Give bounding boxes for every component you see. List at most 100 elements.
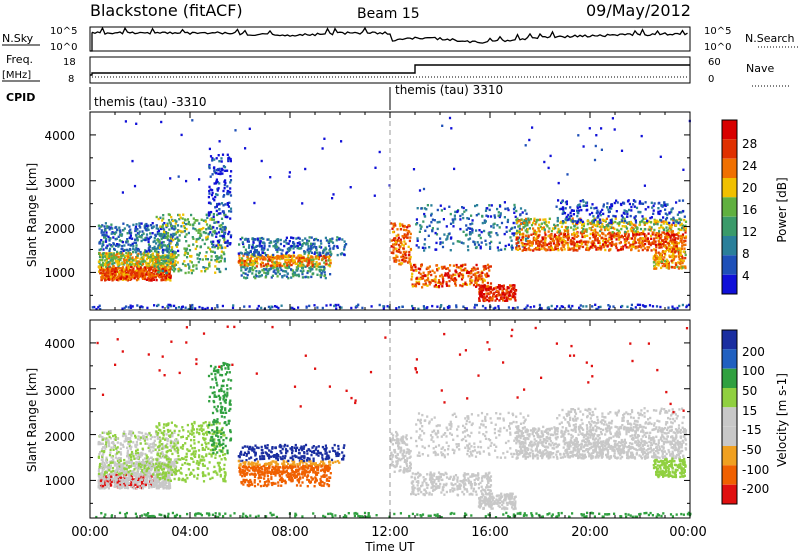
data-cell <box>652 231 654 233</box>
data-cell <box>415 223 417 225</box>
data-cell <box>223 251 225 253</box>
data-cell <box>323 138 325 140</box>
cpid-first: themis (tau) -3310 <box>94 95 207 109</box>
data-cell <box>595 207 597 209</box>
data-cell <box>344 246 346 248</box>
data-cell <box>140 251 142 253</box>
data-cell <box>307 248 309 250</box>
data-cell <box>490 231 492 233</box>
data-cell <box>223 194 225 196</box>
data-cell <box>216 210 218 212</box>
data-cell <box>415 270 417 272</box>
data-cell <box>609 249 611 251</box>
data-cell <box>308 267 310 269</box>
data-cell <box>317 239 319 241</box>
data-cell <box>162 270 164 272</box>
data-cell <box>544 234 546 236</box>
data-cell <box>628 209 630 211</box>
data-cell <box>187 253 189 255</box>
data-cell <box>631 248 633 250</box>
data-cell <box>649 304 651 306</box>
data-cell <box>462 213 464 215</box>
data-cell <box>392 223 394 225</box>
data-cell <box>486 207 488 209</box>
data-cell <box>670 239 672 241</box>
data-cell <box>623 202 625 204</box>
data-cell <box>119 229 121 231</box>
data-cell <box>484 284 486 286</box>
data-cell <box>521 236 523 238</box>
data-cell <box>484 240 486 242</box>
data-cell <box>497 286 499 288</box>
data-cell <box>483 293 485 295</box>
data-cell <box>319 274 321 276</box>
data-cell <box>151 264 153 266</box>
data-cell <box>548 167 550 169</box>
data-cell <box>434 278 436 280</box>
data-cell <box>659 243 661 245</box>
noise-panel <box>90 27 690 51</box>
data-cell <box>653 261 655 263</box>
data-cell <box>169 279 171 281</box>
data-cell <box>669 225 671 227</box>
data-cell <box>452 218 454 220</box>
data-cell <box>222 222 224 224</box>
data-cell <box>608 222 610 224</box>
data-cell <box>564 212 566 214</box>
data-cell <box>312 272 314 274</box>
data-cell <box>438 281 440 283</box>
data-cell <box>161 246 163 248</box>
data-cell <box>157 266 159 268</box>
data-cell <box>685 230 687 232</box>
data-cell <box>158 218 160 220</box>
data-cell <box>439 237 441 239</box>
data-cell <box>454 281 456 283</box>
data-cell <box>203 220 205 222</box>
data-cell <box>148 276 150 278</box>
data-cell <box>293 255 295 257</box>
data-cell <box>185 249 187 251</box>
data-cell <box>222 229 224 231</box>
data-cell <box>292 247 294 249</box>
data-cell <box>219 168 221 170</box>
data-cell <box>121 269 123 271</box>
data-cell <box>299 265 301 267</box>
data-cell <box>440 205 442 207</box>
data-cell <box>244 266 246 268</box>
data-cell <box>627 238 629 240</box>
data-cell <box>162 249 164 251</box>
data-cell <box>677 214 679 216</box>
data-cell <box>110 276 112 278</box>
data-cell <box>660 219 662 221</box>
data-cell <box>429 225 431 227</box>
data-cell <box>224 241 226 243</box>
data-cell <box>430 204 432 206</box>
data-cell <box>537 240 539 242</box>
data-cell <box>309 250 311 252</box>
data-cell <box>489 209 491 211</box>
data-cell <box>670 208 672 210</box>
data-cell <box>650 221 652 223</box>
data-cell <box>152 253 154 255</box>
data-cell <box>647 238 649 240</box>
data-cell <box>134 228 136 230</box>
data-cell <box>193 264 195 266</box>
data-cell <box>99 269 101 271</box>
data-cell <box>145 262 147 264</box>
data-cell <box>199 235 201 237</box>
data-cell <box>222 190 224 192</box>
data-cell <box>221 160 223 162</box>
data-cell <box>531 224 533 226</box>
data-cell <box>211 233 213 235</box>
data-cell <box>665 239 667 241</box>
noise-axis-bottom-right: 10^0 <box>704 42 731 53</box>
data-cell <box>205 268 207 270</box>
data-cell <box>454 274 456 276</box>
data-cell <box>664 260 666 262</box>
data-cell <box>142 268 144 270</box>
data-cell <box>592 226 594 228</box>
data-cell <box>553 224 555 226</box>
data-cell <box>478 284 480 286</box>
data-cell <box>185 240 187 242</box>
data-cell <box>424 238 426 240</box>
